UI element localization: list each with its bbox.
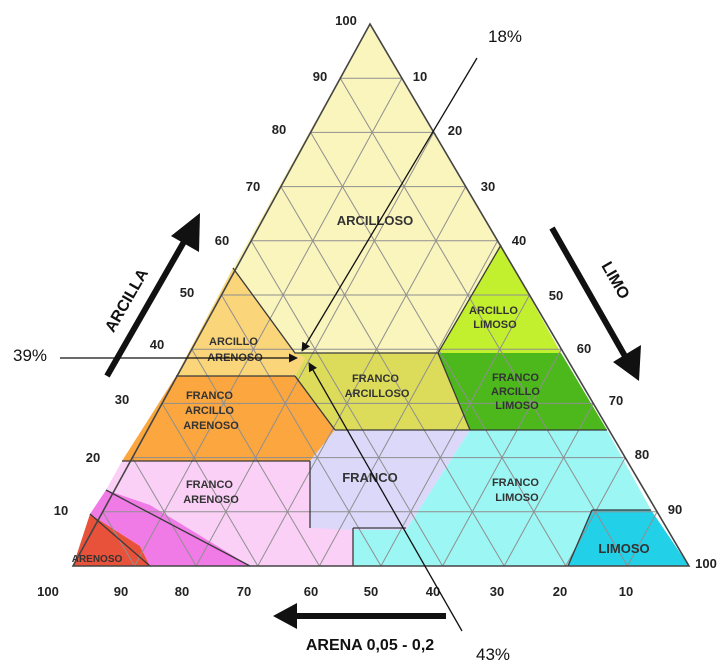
- sand-tick: 90: [114, 584, 128, 599]
- silt-tick: 30: [481, 179, 495, 194]
- silt-tick: 100: [695, 556, 717, 571]
- grid-line: [626, 511, 658, 566]
- region-franco-limoso: [353, 430, 651, 566]
- sand-tick: 70: [237, 584, 251, 599]
- sand-callout-value: 43%: [476, 645, 510, 664]
- grid-line: [134, 77, 403, 566]
- clay-axis-title: ARCILLA: [102, 266, 152, 336]
- region-franco-arcillo-limoso: [438, 353, 607, 430]
- clay-callout-value: 39%: [13, 346, 47, 365]
- sand-tick: 50: [364, 584, 378, 599]
- grid-line: [161, 403, 259, 566]
- region-arenoso: [73, 514, 150, 566]
- clay-tick: 60: [215, 233, 229, 248]
- regions: [73, 24, 689, 566]
- clay-axis-ticks: 100 90 80 70 60 50 40 30 20 10: [54, 13, 357, 518]
- sand-tick: 30: [490, 584, 504, 599]
- sand-tick: 60: [304, 584, 318, 599]
- label-franco-arcillo-arenoso: FRANCO ARCILLO ARENOSO: [183, 390, 239, 432]
- triangle-outline: [71, 22, 691, 567]
- grid-line: [442, 348, 562, 566]
- region-borders: [89, 244, 651, 567]
- sand-tick: 20: [553, 584, 567, 599]
- label-arcillo-limoso: ARCILLO LIMOSO: [469, 305, 521, 331]
- grid-line: [339, 77, 628, 566]
- sand-tick: 100: [37, 584, 59, 599]
- label-franco-limoso: FRANCO LIMOSO: [492, 477, 542, 504]
- region-labels: ARCILLOSO ARCILLO LIMOSO ARCILLO ARENOSO…: [72, 213, 650, 565]
- grid-line: [191, 348, 320, 566]
- region-arcillo-limoso: [438, 245, 561, 353]
- label-franco: FRANCO: [342, 470, 398, 485]
- sand-axis-title: ARENA 0,05 - 0,2: [306, 637, 434, 654]
- region-limoso: [568, 510, 689, 566]
- silt-tick: 70: [609, 393, 623, 408]
- silt-axis-title: LIMO: [598, 259, 633, 302]
- region-arenoso-franco: [90, 490, 250, 566]
- silt-tick: 40: [512, 233, 526, 248]
- sand-tick: 80: [175, 584, 189, 599]
- clay-tick: 20: [86, 450, 100, 465]
- label-arenoso: ARENOSO: [72, 554, 123, 565]
- silt-tick: 10: [413, 69, 427, 84]
- silt-axis-ticks: 10 20 30 40 50 60 70 80 90 100: [413, 69, 717, 571]
- sand-tick: 10: [619, 584, 633, 599]
- grid-line: [131, 457, 197, 566]
- clay-tick: 10: [54, 503, 68, 518]
- clay-tick: 80: [272, 122, 286, 137]
- label-franco-arenoso: FRANCO ARENOSO: [183, 479, 239, 506]
- silt-callout-line: [301, 57, 478, 352]
- grid-line: [280, 186, 505, 566]
- sand-axis-arrow: [273, 603, 446, 629]
- clay-tick: 100: [335, 13, 357, 28]
- region-arcilloso: [233, 24, 501, 353]
- silt-tick: 60: [577, 341, 591, 356]
- callout-lines: [60, 57, 478, 632]
- clay-tick: 40: [150, 337, 164, 352]
- silt-axis-arrow: [549, 226, 641, 381]
- label-limoso: LIMOSO: [598, 541, 649, 556]
- clay-tick: 70: [246, 179, 260, 194]
- region-franco-arcilloso: [295, 353, 470, 430]
- silt-tick: 90: [668, 502, 682, 517]
- silt-tick: 80: [635, 447, 649, 462]
- sand-tick: 40: [426, 584, 440, 599]
- region-franco: [310, 430, 470, 530]
- grid-line: [221, 294, 382, 566]
- sand-axis-ticks: 100 90 80 70 60 50 40 30 20 10: [37, 584, 633, 599]
- sand-callout-line: [308, 362, 463, 632]
- silt-callout-value: 18%: [488, 27, 522, 46]
- region-franco-arenoso: [106, 461, 353, 566]
- clay-axis-arrow: [104, 213, 200, 378]
- triangle-grid: [102, 77, 658, 566]
- silt-tick: 50: [549, 288, 563, 303]
- clay-tick: 50: [180, 285, 194, 300]
- label-arcilloso: ARCILLOSO: [337, 213, 414, 228]
- grid-line: [257, 186, 467, 566]
- clay-tick: 90: [313, 69, 327, 84]
- silt-tick: 20: [448, 123, 462, 138]
- label-franco-arcilloso: FRANCO ARCILLOSO: [345, 373, 410, 400]
- label-franco-arcillo-limoso: FRANCO ARCILLO LIMOSO: [491, 372, 543, 412]
- clay-tick: 30: [115, 392, 129, 407]
